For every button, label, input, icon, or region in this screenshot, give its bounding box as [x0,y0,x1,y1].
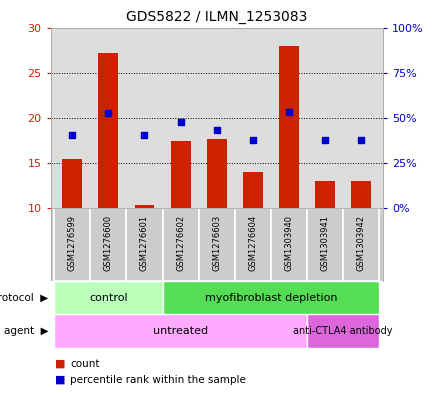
Text: ■: ■ [55,358,66,369]
Bar [54,314,307,348]
Text: ■: ■ [55,375,66,385]
Point [105,110,112,116]
Bar [351,181,371,208]
Text: GSM1276599: GSM1276599 [68,215,77,271]
Text: GSM1276600: GSM1276600 [104,215,113,271]
Bar [90,208,126,281]
Point [69,132,76,138]
Point [177,119,184,125]
Text: GSM1303941: GSM1303941 [320,215,330,271]
Bar [99,53,118,208]
Point [286,108,293,115]
Text: count: count [70,358,100,369]
Text: protocol  ▶: protocol ▶ [0,293,48,303]
Bar [315,181,335,208]
Text: GSM1276602: GSM1276602 [176,215,185,271]
Point [213,127,220,133]
Bar [243,172,263,208]
Text: myofibroblast depletion: myofibroblast depletion [205,293,337,303]
Bar [126,208,162,281]
Bar [271,208,307,281]
Point [249,137,257,143]
Bar [235,208,271,281]
Point [141,132,148,138]
Text: GSM1276603: GSM1276603 [212,215,221,271]
Point [358,137,365,143]
Text: GSM1276601: GSM1276601 [140,215,149,271]
Bar [279,46,299,208]
Bar [54,208,90,281]
Text: control: control [89,293,128,303]
Title: GDS5822 / ILMN_1253083: GDS5822 / ILMN_1253083 [126,10,308,24]
Text: agent  ▶: agent ▶ [4,326,48,336]
Bar [62,158,82,208]
Bar [162,281,379,314]
Text: anti-CTLA4 antibody: anti-CTLA4 antibody [293,326,393,336]
Bar [343,208,379,281]
Bar [207,139,227,208]
Text: GSM1303940: GSM1303940 [284,215,293,271]
Bar [307,208,343,281]
Bar [198,208,235,281]
Bar [171,141,191,208]
Bar [162,208,198,281]
Text: percentile rank within the sample: percentile rank within the sample [70,375,246,385]
Point [322,137,329,143]
Text: GSM1303942: GSM1303942 [357,215,366,271]
Bar [307,314,379,348]
Bar [54,281,162,314]
Bar [135,205,154,208]
Text: untreated: untreated [153,326,208,336]
Text: GSM1276604: GSM1276604 [248,215,257,271]
